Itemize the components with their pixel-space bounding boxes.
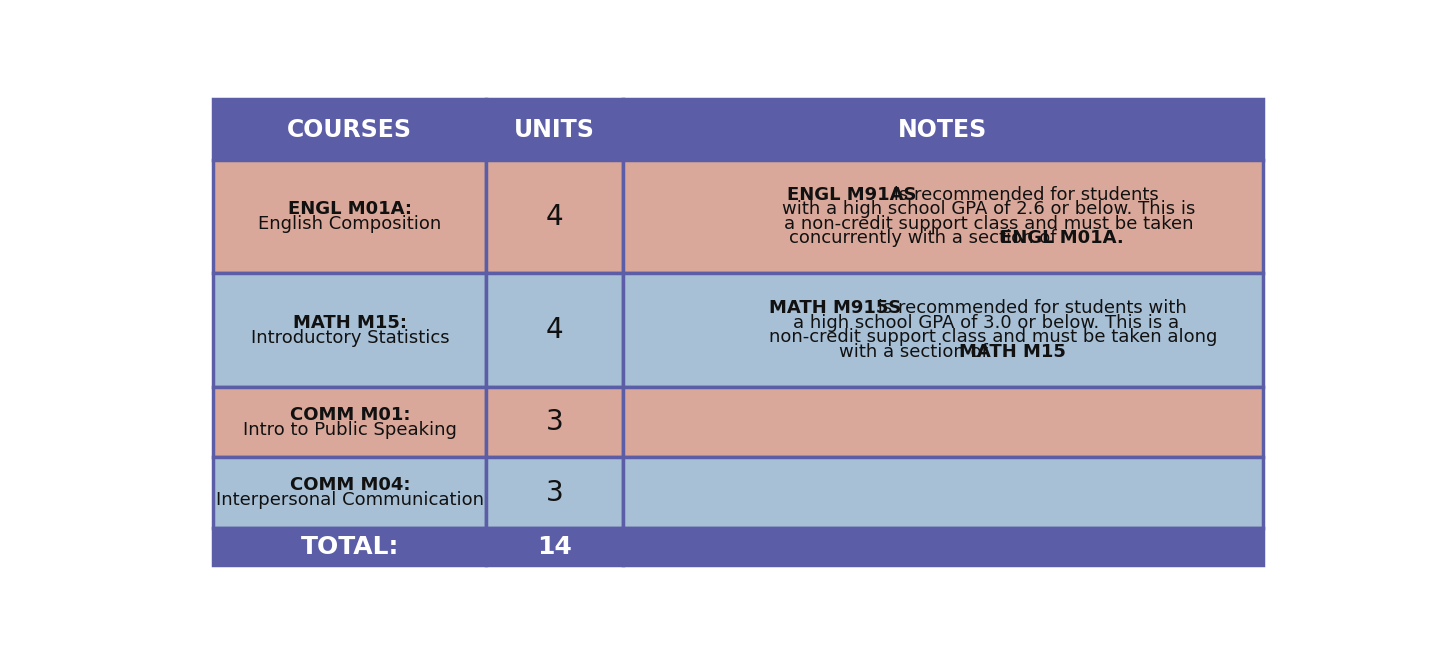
Text: with a high school GPA of 2.6 or below. This is: with a high school GPA of 2.6 or below. … (782, 200, 1195, 218)
Text: Interpersonal Communication: Interpersonal Communication (216, 492, 484, 509)
Bar (213, 387, 487, 457)
Text: COMM M04:: COMM M04: (289, 476, 410, 494)
Bar (622, 273, 1263, 387)
Bar (487, 387, 622, 457)
Text: is recommended for students: is recommended for students (888, 186, 1159, 204)
Text: concurrently with a section of: concurrently with a section of (789, 230, 1061, 247)
Bar (622, 99, 1263, 160)
Text: 3: 3 (546, 479, 563, 507)
Text: with a section of: with a section of (840, 343, 994, 361)
Bar (487, 99, 622, 160)
Bar (213, 273, 487, 387)
Text: is recommended for students with: is recommended for students with (871, 299, 1187, 317)
Text: ENGL M01A.: ENGL M01A. (1001, 230, 1125, 247)
Bar (213, 160, 487, 273)
Text: a high school GPA of 3.0 or below. This is a: a high school GPA of 3.0 or below. This … (793, 314, 1179, 332)
Text: a non-credit support class and must be taken: a non-credit support class and must be t… (783, 215, 1194, 233)
Bar (622, 457, 1263, 528)
Text: NOTES: NOTES (899, 118, 988, 141)
Bar (213, 457, 487, 528)
Bar (487, 273, 622, 387)
Text: MATH M15:: MATH M15: (292, 314, 408, 332)
Text: 4: 4 (546, 203, 563, 230)
Text: 3: 3 (546, 408, 563, 436)
Text: non-credit support class and must be taken along: non-credit support class and must be tak… (769, 328, 1217, 346)
Text: UNITS: UNITS (514, 118, 595, 141)
Text: COURSES: COURSES (288, 118, 412, 141)
Text: Intro to Public Speaking: Intro to Public Speaking (243, 420, 456, 439)
Text: ENGL M01A:: ENGL M01A: (288, 200, 412, 218)
Text: .: . (1041, 343, 1047, 361)
Text: 14: 14 (537, 535, 572, 559)
Bar (213, 528, 487, 565)
Text: COMM M01:: COMM M01: (289, 405, 410, 424)
Bar (622, 160, 1263, 273)
Text: 4: 4 (546, 316, 563, 344)
Text: Introductory Statistics: Introductory Statistics (251, 328, 449, 347)
Text: MATH M915S: MATH M915S (769, 299, 901, 317)
Text: TOTAL:: TOTAL: (301, 535, 399, 559)
Bar (487, 457, 622, 528)
Text: English Composition: English Composition (258, 215, 442, 233)
Bar (487, 160, 622, 273)
Bar (622, 528, 1263, 565)
Text: ENGL M91AS: ENGL M91AS (788, 186, 917, 204)
Text: MATH M15: MATH M15 (959, 343, 1066, 361)
Bar (487, 528, 622, 565)
Bar (213, 99, 487, 160)
Bar (622, 387, 1263, 457)
